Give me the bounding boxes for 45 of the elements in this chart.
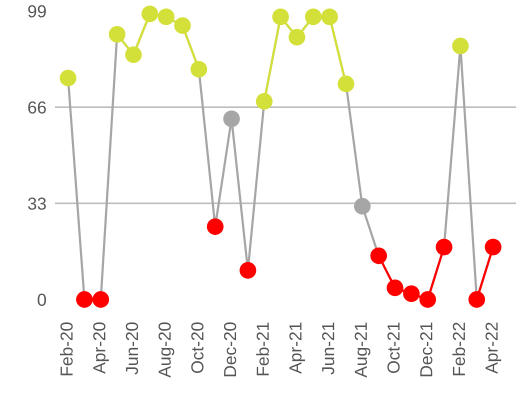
x-tick-label: Jun-20 <box>126 322 138 375</box>
point <box>288 28 306 46</box>
x-tick-label: Aug-21 <box>354 322 370 378</box>
x-tick-label: Feb-20 <box>60 322 73 376</box>
x-tick-label: Apr-21 <box>289 322 306 374</box>
y-tick-label: 99 <box>28 5 46 18</box>
x-tick-label: Feb-22 <box>452 322 466 376</box>
x-tick-label: Oct-21 <box>387 322 400 373</box>
x-tick-label: Apr-20 <box>93 322 109 374</box>
point <box>484 238 502 256</box>
y-tick-label: 66 <box>28 101 46 114</box>
point <box>436 238 452 256</box>
point <box>60 70 76 86</box>
point <box>240 262 256 279</box>
point <box>370 247 388 264</box>
point <box>419 291 436 308</box>
point <box>304 8 322 26</box>
point <box>174 17 191 34</box>
point <box>321 8 338 26</box>
point <box>256 93 273 110</box>
point <box>125 46 142 64</box>
x-tick-label: Apr-22 <box>485 322 502 374</box>
point <box>206 218 224 235</box>
point <box>108 26 126 43</box>
point <box>354 198 371 215</box>
x-tick-label: Oct-20 <box>191 322 204 373</box>
point <box>403 285 420 302</box>
point <box>76 291 93 308</box>
point <box>386 280 404 296</box>
point <box>92 291 110 308</box>
point <box>223 110 240 128</box>
x-tick-label: Aug-20 <box>158 322 174 378</box>
point <box>338 76 354 92</box>
point <box>468 291 486 308</box>
point <box>190 60 208 78</box>
x-tick-label: Dec-20 <box>224 322 236 376</box>
x-tick-label: Dec-21 <box>420 322 432 376</box>
x-tick-label: Feb-21 <box>256 322 269 376</box>
y-tick-label: 0 <box>38 294 46 306</box>
point <box>452 38 469 54</box>
point <box>158 8 174 26</box>
point <box>272 8 289 26</box>
y-tick-label: 33 <box>28 198 46 210</box>
point <box>141 6 158 22</box>
x-tick-label: Jun-21 <box>322 322 334 375</box>
